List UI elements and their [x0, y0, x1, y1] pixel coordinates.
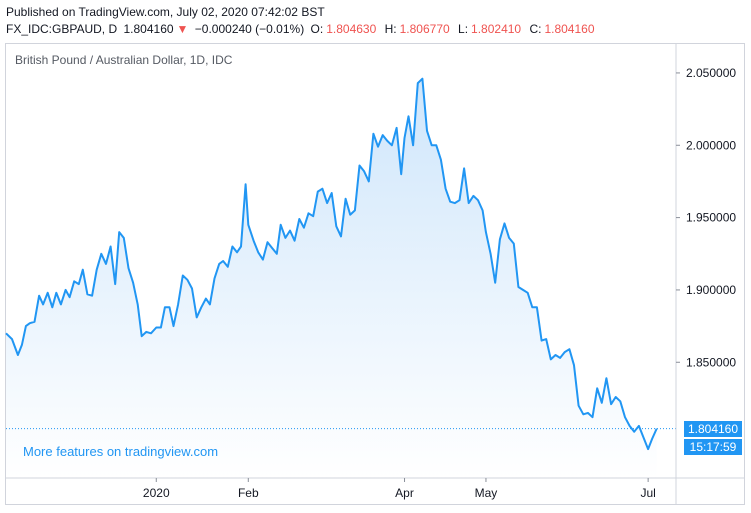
promo-link[interactable]: More features on tradingview.com — [23, 444, 219, 459]
last-price-badge: 1.804160 — [684, 420, 742, 437]
open-value: 1.804630 — [326, 22, 377, 36]
x-tick-label: Feb — [238, 486, 259, 500]
published-line: Published on TradingView.com, July 02, 2… — [6, 4, 600, 21]
countdown-badge: 15:17:59 — [684, 438, 742, 455]
price-area-fill — [6, 78, 657, 478]
last-price: 1.804160 — [123, 22, 174, 36]
high-label: H: — [384, 22, 397, 36]
x-tick-label: 2020 — [143, 486, 170, 500]
x-tick-label: May — [475, 486, 498, 500]
chart-header: Published on TradingView.com, July 02, 2… — [6, 4, 600, 38]
chart-frame — [5, 43, 745, 505]
x-tick-label: Jul — [640, 486, 655, 500]
open-label: O: — [310, 22, 324, 36]
close-label: C: — [529, 22, 542, 36]
quote-line: FX_IDC:GBPAUD, D 1.804160 ▼ −0.000240 (−0… — [6, 21, 600, 38]
y-tick-label: 2.000000 — [686, 138, 736, 152]
y-tick-label: 1.900000 — [686, 283, 736, 297]
x-tick-label: Apr — [395, 486, 414, 500]
close-value: 1.804160 — [544, 22, 595, 36]
chart-title: British Pound / Australian Dollar, 1D, I… — [15, 53, 233, 67]
low-value: 1.802410 — [471, 22, 522, 36]
y-tick-label: 1.950000 — [686, 211, 736, 225]
y-tick-label: 2.050000 — [686, 66, 736, 80]
published-text: Published on TradingView.com, July 02, 2… — [6, 5, 325, 19]
y-tick-label: 1.850000 — [686, 355, 736, 369]
down-arrow-icon: ▼ — [176, 22, 189, 36]
symbol-label: FX_IDC:GBPAUD, D — [6, 22, 118, 36]
price-change: −0.000240 (−0.01%) — [194, 22, 305, 36]
price-line — [5, 77, 658, 451]
low-label: L: — [458, 22, 469, 36]
high-value: 1.806770 — [399, 22, 450, 36]
